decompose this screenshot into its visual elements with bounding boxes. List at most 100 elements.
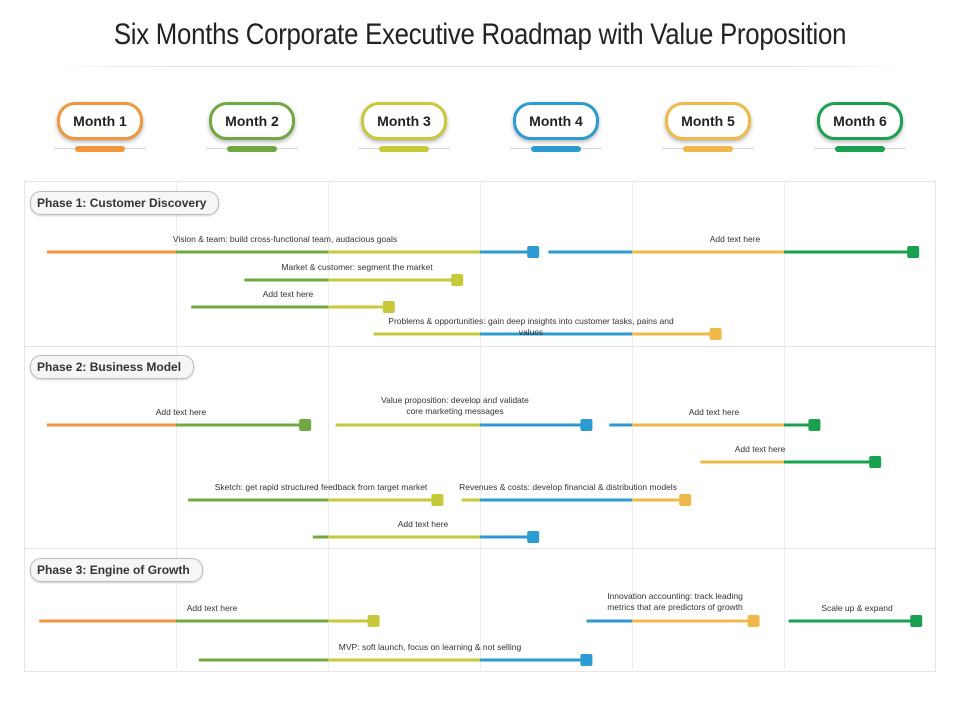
task-segment	[328, 498, 438, 502]
task-label-p2-2: Value proposition: develop and validate …	[381, 395, 529, 416]
task-label-p1-4: Add text here	[262, 289, 314, 299]
task-bar-p2-1	[46, 419, 312, 431]
task-bar-p2-3	[609, 419, 821, 431]
phase-divider	[24, 346, 936, 347]
task-end-marker	[299, 419, 312, 431]
task-segment	[480, 535, 534, 539]
task-end-marker	[709, 328, 722, 340]
month-1-color-bar	[75, 146, 125, 152]
task-bar-p3-3	[788, 615, 923, 627]
task-end-marker	[367, 615, 380, 627]
task-label-p2-7: Add text here	[397, 519, 449, 529]
task-end-marker	[869, 456, 882, 468]
task-segment	[198, 658, 328, 662]
task-bar-p2-2	[335, 419, 593, 431]
month-3-color-bar	[379, 146, 429, 152]
task-segment	[586, 619, 632, 623]
task-segment	[632, 332, 716, 336]
page-title: Six Months Corporate Executive Roadmap w…	[113, 18, 847, 51]
task-segment	[244, 278, 328, 282]
task-segment	[39, 619, 177, 623]
task-bar-p2-4	[700, 456, 882, 468]
month-1-pill: Month 1	[57, 102, 143, 140]
task-segment	[176, 423, 306, 427]
task-end-marker	[580, 419, 593, 431]
task-label-p1-2: Add text here	[709, 234, 761, 244]
phase-3-label: Phase 3: Engine of Growth	[30, 558, 203, 582]
task-segment	[461, 498, 480, 502]
task-end-marker	[679, 494, 692, 506]
phase-divider	[24, 548, 936, 549]
task-segment	[788, 619, 917, 623]
task-segment	[46, 423, 176, 427]
task-end-marker	[527, 531, 540, 543]
month-5-pill: Month 5	[665, 102, 751, 140]
month-2-pill: Month 2	[209, 102, 295, 140]
task-segment	[632, 498, 686, 502]
task-bar-p3-2	[586, 615, 760, 627]
task-segment	[328, 535, 480, 539]
task-segment	[480, 658, 587, 662]
task-label-p3-3: Scale up & expand	[821, 603, 893, 613]
task-end-marker	[527, 246, 540, 258]
task-bar-p1-1	[46, 246, 540, 258]
task-segment	[784, 460, 876, 464]
task-end-marker	[808, 419, 821, 431]
task-segment	[632, 423, 784, 427]
task-segment	[632, 250, 784, 254]
task-segment	[46, 250, 176, 254]
task-bar-p2-7	[312, 531, 540, 543]
month-2-color-bar	[227, 146, 277, 152]
task-segment	[188, 498, 328, 502]
task-segment	[480, 423, 587, 427]
column-divider	[328, 181, 329, 672]
task-end-marker	[907, 246, 920, 258]
task-segment	[328, 305, 389, 309]
month-4-pill: Month 4	[513, 102, 599, 140]
task-segment	[176, 619, 328, 623]
task-segment	[548, 250, 632, 254]
task-bar-p2-6	[461, 494, 692, 506]
task-label-p1-1: Vision & team: build cross-functional te…	[172, 234, 398, 244]
task-label-p3-4: MVP: soft launch, focus on learning & no…	[338, 642, 522, 652]
task-bar-p2-5	[188, 494, 444, 506]
task-bar-p1-3	[244, 274, 464, 286]
task-segment	[328, 278, 458, 282]
task-end-marker	[747, 615, 760, 627]
task-bar-p1-2	[548, 246, 920, 258]
task-segment	[312, 535, 328, 539]
month-5-color-bar	[683, 146, 733, 152]
task-segment	[632, 619, 754, 623]
phase-2-label: Phase 2: Business Model	[30, 355, 195, 379]
month-6-color-bar	[835, 146, 885, 152]
task-segment	[328, 658, 480, 662]
task-segment	[191, 305, 328, 309]
task-segment	[609, 423, 632, 427]
task-segment	[700, 460, 784, 464]
month-3-pill: Month 3	[361, 102, 447, 140]
task-label-p2-5: Sketch: get rapid structured feedback fr…	[214, 482, 428, 492]
task-end-marker	[382, 301, 395, 313]
task-end-marker	[910, 615, 923, 627]
task-segment	[328, 619, 374, 623]
task-end-marker	[451, 274, 464, 286]
task-segment	[784, 423, 815, 427]
task-label-p2-4: Add text here	[734, 444, 786, 454]
task-label-p2-3: Add text here	[688, 407, 740, 417]
task-segment	[176, 250, 328, 254]
task-segment	[480, 332, 632, 336]
task-segment	[328, 250, 480, 254]
task-segment	[480, 498, 632, 502]
task-segment	[373, 332, 480, 336]
task-label-p3-2: Innovation accounting: track leading met…	[607, 591, 743, 612]
task-end-marker	[580, 654, 593, 666]
month-6-pill: Month 6	[817, 102, 903, 140]
month-4-color-bar	[531, 146, 581, 152]
title-divider	[48, 66, 912, 67]
task-bar-p1-5	[373, 328, 722, 340]
task-label-p3-1: Add text here	[186, 603, 238, 613]
task-segment	[335, 423, 480, 427]
task-segment	[784, 250, 914, 254]
phase-1-label: Phase 1: Customer Discovery	[30, 191, 220, 215]
